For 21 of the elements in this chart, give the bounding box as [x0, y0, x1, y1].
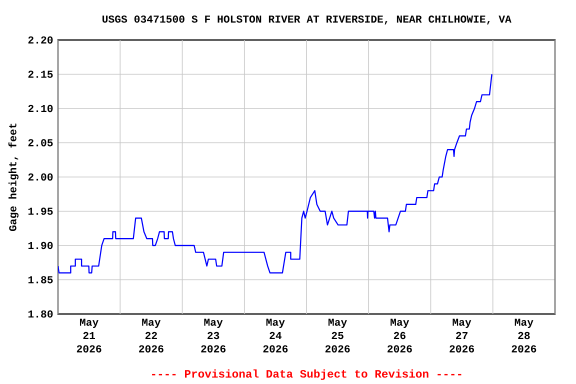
x-tick-label: May 25 2026 [325, 318, 350, 352]
y-tick-label: 1.85 [28, 276, 53, 284]
y-tick-label: 1.90 [28, 242, 53, 250]
y-tick-label: 2.00 [28, 173, 53, 181]
x-tick-label: May 27 2026 [450, 318, 474, 352]
x-tick-label: May 22 2026 [139, 318, 164, 352]
line-series [58, 74, 492, 274]
y-axis-title: Gage height, feet [8, 124, 19, 231]
x-tick-label: May 28 2026 [512, 318, 536, 352]
y-tick-label: 2.20 [28, 36, 53, 44]
chart-title: USGS 03471500 S F HOLSTON RIVER AT RIVERSIDE, NEAR CHILHOWIE, VA [102, 15, 512, 24]
y-tick-label: 1.95 [28, 208, 53, 215]
x-tick-label: May 23 2026 [201, 318, 226, 352]
y-tick-label: 2.10 [28, 104, 53, 112]
x-tick-label: May 26 2026 [388, 318, 412, 352]
x-tick-label: May 24 2026 [263, 318, 288, 352]
y-tick-label: 1.80 [28, 310, 53, 318]
y-tick-label: 2.05 [28, 139, 53, 146]
x-tick-label: May 21 2026 [76, 318, 102, 352]
y-tick-label: 2.15 [28, 70, 53, 78]
text: ---- Provisional Data Subject to Revision ---- [152, 369, 462, 380]
